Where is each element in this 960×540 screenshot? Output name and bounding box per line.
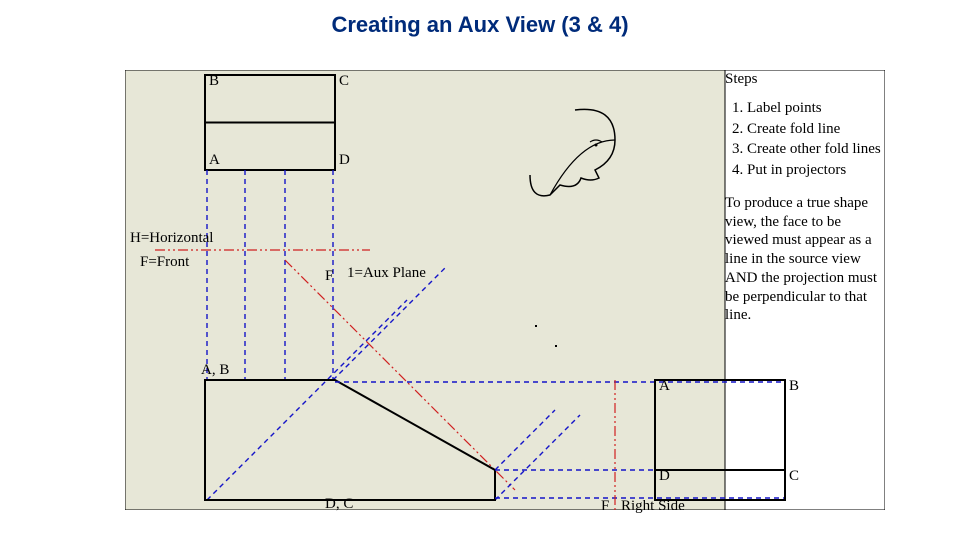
step-item: Create fold line [747, 120, 885, 139]
page-title: Creating an Aux View (3 & 4) [0, 12, 960, 38]
step-item: Put in projectors [747, 161, 885, 180]
label-D-top: D [339, 152, 350, 169]
label-A-top: A [209, 152, 220, 169]
steps-panel: Steps Label points Create fold lineCreate… [725, 70, 885, 325]
label-H: H=Horizontal [130, 230, 213, 247]
step-item: Label points [747, 99, 885, 118]
label-F-aux: F [325, 268, 333, 285]
label-F-right: F [601, 498, 609, 515]
label-F: F=Front [140, 254, 189, 271]
label-B-top: B [209, 73, 219, 90]
steps-heading: Steps [725, 70, 885, 89]
diagram-stage: Steps Label points Create fold lineCreate… [125, 70, 885, 510]
label-A-right: A [659, 378, 670, 395]
label-B-right: B [789, 378, 799, 395]
label-C-right: C [789, 468, 799, 485]
steps-list: Label points Create fold lineCreate other… [725, 99, 885, 180]
step-item: Create other fold lines [747, 140, 885, 159]
label-C-top: C [339, 73, 349, 90]
label-AB-front: A, B [201, 362, 229, 379]
label-1-aux: 1=Aux Plane [347, 265, 426, 282]
label-DC-front: D, C [325, 496, 353, 513]
label-D-right: D [659, 468, 670, 485]
explanatory-note: To produce a true shape view, the face t… [725, 194, 885, 325]
label-RightSide: Right Side [621, 498, 685, 515]
